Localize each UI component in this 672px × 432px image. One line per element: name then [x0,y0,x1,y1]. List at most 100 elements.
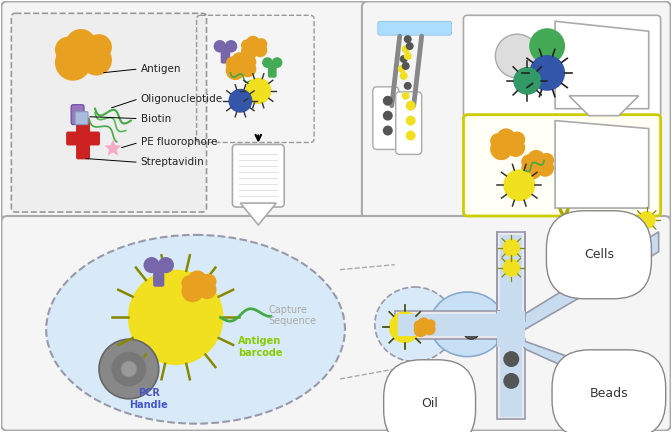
Text: Oil: Oil [421,397,438,410]
Polygon shape [241,203,276,225]
FancyBboxPatch shape [75,112,88,124]
Circle shape [521,159,542,180]
Circle shape [503,169,535,201]
FancyBboxPatch shape [220,48,230,64]
Circle shape [55,37,81,63]
Circle shape [464,323,479,339]
Circle shape [539,153,554,168]
FancyBboxPatch shape [378,21,452,35]
FancyBboxPatch shape [362,1,671,220]
Circle shape [221,53,230,62]
Polygon shape [519,339,659,409]
Text: Capture
Sequence: Capture Sequence [268,305,317,326]
FancyBboxPatch shape [464,114,661,216]
FancyBboxPatch shape [501,235,522,320]
Circle shape [231,52,248,69]
Circle shape [513,67,541,95]
Circle shape [404,82,412,90]
Circle shape [228,89,253,113]
FancyBboxPatch shape [497,311,526,347]
FancyBboxPatch shape [464,15,661,118]
FancyBboxPatch shape [11,13,206,212]
Circle shape [383,96,392,106]
Text: Biotin: Biotin [141,114,171,124]
Circle shape [269,69,276,76]
Circle shape [406,116,416,126]
Circle shape [55,44,91,81]
FancyBboxPatch shape [394,311,512,339]
FancyBboxPatch shape [501,341,522,417]
Circle shape [153,274,164,285]
Circle shape [402,62,410,70]
Circle shape [402,92,410,100]
FancyBboxPatch shape [66,132,100,146]
Circle shape [638,211,656,229]
Circle shape [262,57,273,68]
Circle shape [406,42,414,50]
Polygon shape [555,121,648,208]
Text: PCR
Handle: PCR Handle [130,388,168,410]
Text: Streptavidin: Streptavidin [141,157,204,167]
Circle shape [528,150,545,168]
Polygon shape [555,21,648,109]
Circle shape [506,138,526,157]
Circle shape [245,78,271,104]
Circle shape [400,55,408,63]
Circle shape [414,323,427,337]
Circle shape [271,57,282,68]
Circle shape [406,130,416,140]
Circle shape [253,43,267,57]
Circle shape [418,318,429,329]
FancyBboxPatch shape [233,144,284,207]
Circle shape [503,373,519,389]
Circle shape [400,72,408,80]
Circle shape [509,132,526,147]
Circle shape [610,217,628,235]
Circle shape [128,270,224,365]
Circle shape [406,101,416,111]
Circle shape [65,29,96,60]
Circle shape [490,138,513,160]
Circle shape [414,320,423,330]
Ellipse shape [430,292,505,356]
FancyBboxPatch shape [153,268,165,287]
Circle shape [609,384,625,400]
Circle shape [639,396,655,412]
Circle shape [402,45,410,53]
Circle shape [86,34,112,60]
Text: Oligonucleotide: Oligonucleotide [141,94,223,104]
Circle shape [497,128,515,147]
Circle shape [529,55,565,91]
Circle shape [404,35,412,43]
Circle shape [226,57,240,70]
Text: Beads: Beads [589,388,628,400]
Ellipse shape [375,287,454,362]
Polygon shape [104,140,122,156]
Circle shape [502,259,520,276]
Circle shape [214,40,226,53]
Text: PE fluorophore: PE fluorophore [141,137,217,147]
FancyBboxPatch shape [396,92,421,154]
Circle shape [398,65,406,73]
Circle shape [181,280,204,302]
FancyBboxPatch shape [1,216,671,431]
Circle shape [495,34,539,78]
Circle shape [226,60,245,80]
Circle shape [423,323,435,335]
Text: Cells: Cells [584,248,614,261]
Circle shape [144,257,160,273]
FancyBboxPatch shape [497,232,526,321]
Circle shape [490,133,506,149]
Circle shape [404,52,412,60]
Circle shape [181,275,198,291]
Circle shape [198,280,216,299]
Circle shape [536,159,554,177]
Ellipse shape [46,235,345,424]
Circle shape [240,60,256,77]
Circle shape [243,55,256,69]
FancyBboxPatch shape [76,118,90,159]
FancyBboxPatch shape [398,314,509,336]
Polygon shape [569,96,639,116]
FancyBboxPatch shape [71,105,84,124]
Circle shape [241,39,253,51]
